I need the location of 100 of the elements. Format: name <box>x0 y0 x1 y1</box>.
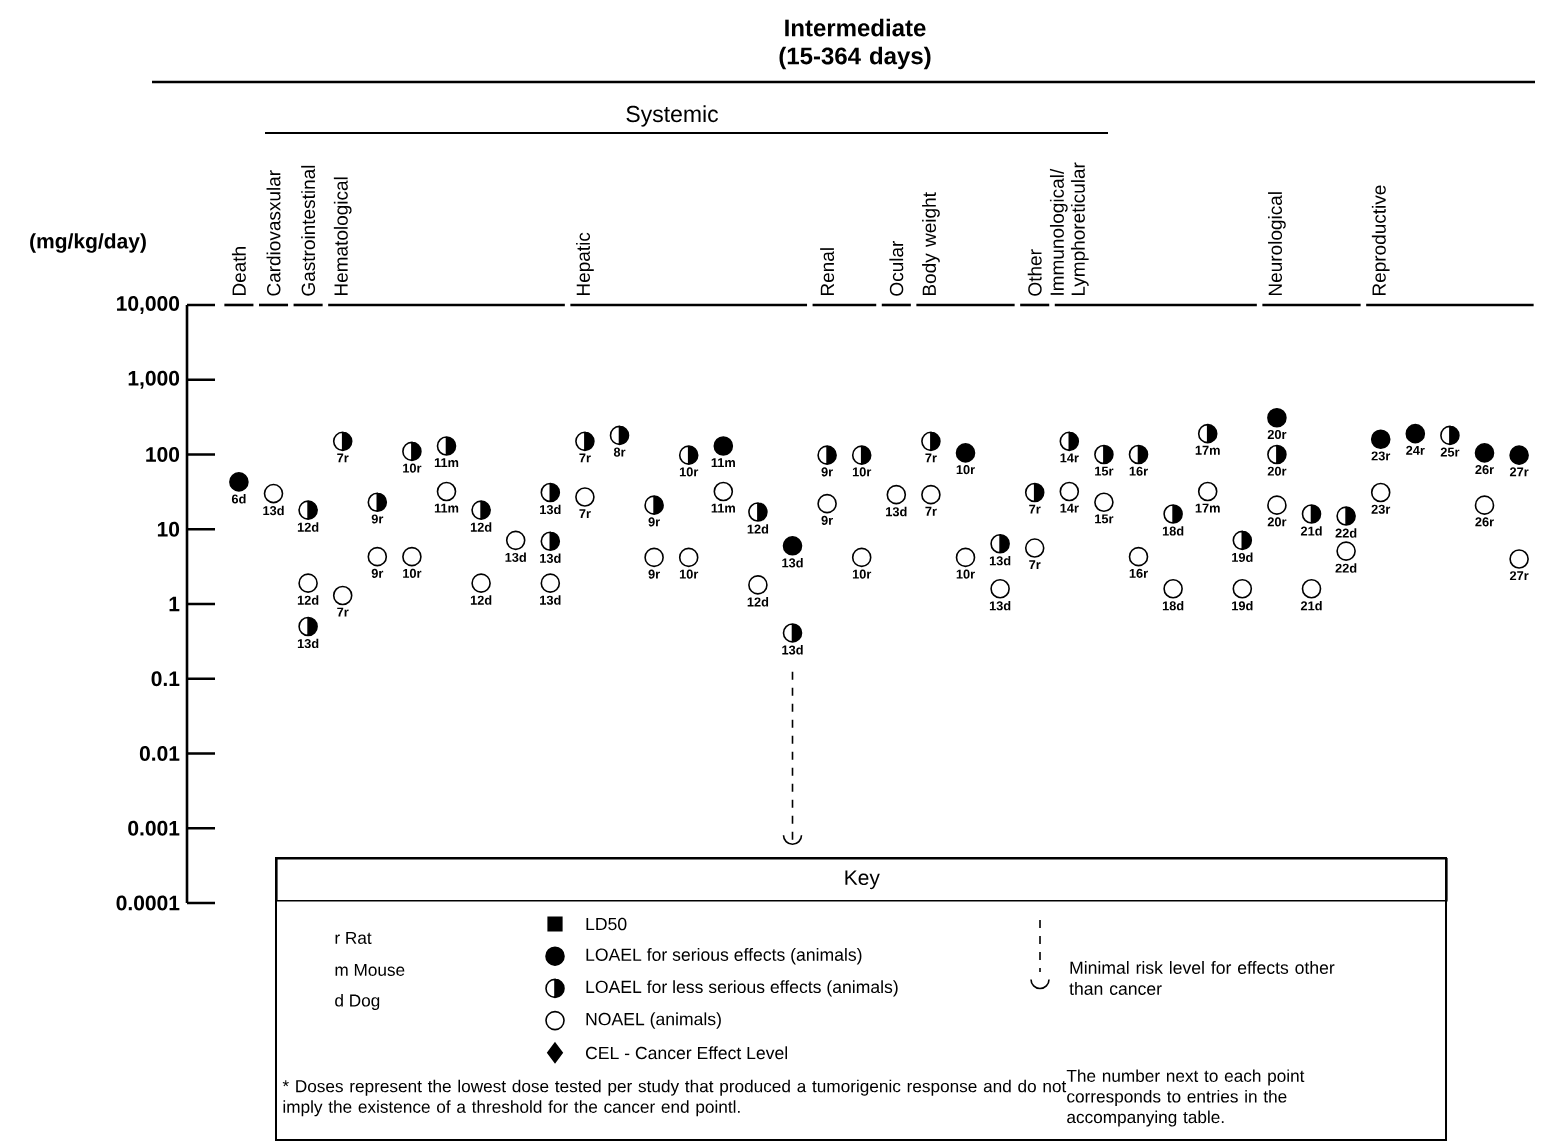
annotation: 11m <box>711 458 735 467</box>
annotation: 12d <box>470 522 492 532</box>
annotation: 15r <box>1095 514 1114 524</box>
x-tick-label: Other <box>1027 249 1042 296</box>
legend-label: LOAEL for less serious effects (animals) <box>586 980 898 997</box>
point <box>886 484 907 505</box>
annotation: 9r <box>648 569 660 579</box>
annotation: 13d <box>989 555 1011 566</box>
point <box>748 575 768 595</box>
point <box>955 443 976 463</box>
point <box>921 484 941 505</box>
annotation: 23r <box>1371 451 1391 461</box>
annotation: 18d <box>1162 600 1184 611</box>
annotation: 20r <box>1267 429 1287 440</box>
annotation: 17m <box>1195 503 1220 513</box>
annotation: 7r <box>1029 560 1041 570</box>
annotation: 9r <box>371 568 384 578</box>
legend-label: Minimal risk level for effects other than cancer <box>1069 961 1335 995</box>
point <box>990 578 1010 599</box>
annotation: 12d <box>747 597 769 607</box>
annotation: 7r <box>1029 504 1041 514</box>
annotation: 9r <box>371 514 384 524</box>
x-tick-label: Death <box>231 247 246 296</box>
annotation: 12d <box>470 595 492 605</box>
point <box>1301 578 1322 599</box>
annotation: 19d <box>1232 552 1253 562</box>
point <box>1474 495 1495 515</box>
x-tick-label: Ocular <box>889 240 904 296</box>
annotation: 10r <box>403 463 422 473</box>
annotation: 20r <box>1267 517 1287 527</box>
annotation: 8r <box>613 447 626 457</box>
annotation: 13d <box>505 552 526 562</box>
annotation: 13d <box>297 638 319 649</box>
point <box>229 472 249 492</box>
annotation: 15r <box>1095 466 1114 476</box>
point <box>1474 443 1495 463</box>
y-tick-label: 1,000 <box>128 370 180 389</box>
point <box>402 546 422 567</box>
point <box>1370 482 1391 503</box>
annotation: 14r <box>1060 453 1079 463</box>
text: d Dog <box>335 993 380 1011</box>
legend-label: LD50 <box>586 917 627 931</box>
point <box>1267 495 1287 515</box>
annotation: 7r <box>337 607 349 617</box>
annotation: 12d <box>297 522 319 532</box>
annotation: 12d <box>297 595 319 605</box>
x-tick-label: Body weight <box>922 192 940 296</box>
point <box>1232 578 1253 599</box>
legend-label: NOAEL (animals) <box>586 1012 721 1029</box>
annotation: 6d <box>231 494 246 504</box>
annotation: 13d <box>540 553 561 563</box>
x-tick-label: Hematological <box>333 177 352 296</box>
annotation: 27r <box>1509 571 1529 581</box>
y-tick-label: 1 <box>169 596 180 612</box>
annotation: 13d <box>540 504 561 515</box>
point <box>367 546 388 567</box>
annotation: 26r <box>1475 465 1494 475</box>
annotation: 7r <box>925 506 937 516</box>
annotation: 13d <box>782 558 803 568</box>
point <box>1128 546 1149 567</box>
x-tick-label: Renal <box>820 248 835 296</box>
point <box>298 573 318 593</box>
text: r Rat <box>335 931 372 944</box>
y-axis-title: (mg/kg/day) <box>30 233 146 253</box>
annotation: 10r <box>956 465 975 475</box>
annotation: 7r <box>337 453 349 463</box>
point <box>713 436 734 456</box>
annotation: 26r <box>1475 517 1494 527</box>
annotation: 13d <box>989 600 1011 611</box>
annotation: 7r <box>925 453 937 463</box>
x-tick-label: Immunological/ Lymphoreticular <box>1049 162 1089 296</box>
y-tick-label: 0.01 <box>139 746 180 761</box>
point <box>436 481 457 502</box>
annotation: 11m <box>434 503 459 513</box>
chart-subtitle: Systemic <box>626 105 719 127</box>
text: m Mouse <box>335 963 405 976</box>
x-tick-label: Hepatic <box>576 232 594 296</box>
annotation: 7r <box>579 453 591 463</box>
x-tick-label: Neurological <box>1268 192 1286 296</box>
annotation: 21d <box>1300 600 1322 611</box>
annotation: 24r <box>1406 445 1425 455</box>
annotation: 9r <box>821 515 833 525</box>
point <box>1197 481 1218 502</box>
y-tick-label: 0.1 <box>151 671 180 687</box>
point <box>332 585 353 606</box>
y-tick-label: 10,000 <box>117 296 180 314</box>
chart-title: Intermediate (15-364 days) <box>779 18 931 70</box>
annotation: 12d <box>747 524 769 534</box>
text: * Doses represent the lowest dose tested per study that produced a tumorigenic response and do not imply the existence of a threshold for the cancer end pointl. <box>282 1079 1067 1117</box>
annotation: 9r <box>821 467 833 477</box>
point <box>1163 578 1183 599</box>
point <box>575 487 595 507</box>
x-tick-label: Cardiovasxular <box>266 170 281 296</box>
annotation: 22d <box>1335 563 1357 573</box>
point <box>263 483 284 504</box>
point <box>1509 549 1529 569</box>
annotation: 13d <box>782 645 803 655</box>
x-tick-label: Reproductive <box>1371 185 1390 296</box>
point <box>1509 445 1529 465</box>
annotation: 9r <box>648 517 660 527</box>
